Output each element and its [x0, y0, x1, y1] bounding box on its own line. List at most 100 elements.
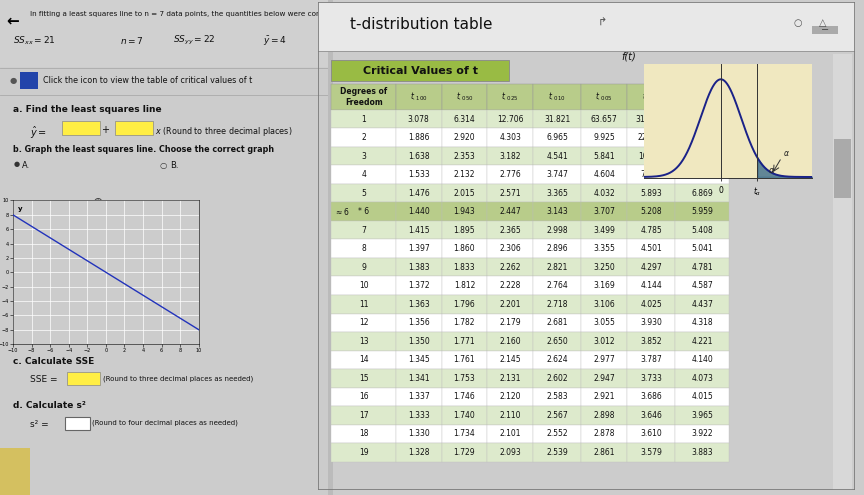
Text: 12: 12 [359, 318, 368, 327]
Text: 1.337: 1.337 [408, 393, 429, 401]
Text: 5.959: 5.959 [691, 207, 713, 216]
Bar [581, 425, 627, 443]
Text: 5: 5 [361, 189, 366, 198]
Text: 1.963: 1.963 [67, 123, 95, 132]
Bar [487, 332, 533, 350]
Text: 2.681: 2.681 [546, 318, 568, 327]
Text: ←: ← [7, 13, 19, 28]
Bar [533, 184, 581, 202]
Bar [442, 165, 487, 184]
Text: 5.841: 5.841 [594, 151, 615, 160]
Text: 3.930: 3.930 [640, 318, 662, 327]
Bar [20, 72, 38, 89]
Text: 5.208: 5.208 [640, 207, 662, 216]
Text: ▼: ▼ [839, 482, 845, 491]
Text: 1.746: 1.746 [454, 393, 475, 401]
Bar [396, 184, 442, 202]
Text: 3.922: 3.922 [691, 430, 713, 439]
Text: 1.638: 1.638 [408, 151, 429, 160]
Text: Click the icon to view the table of critical values of t: Click the icon to view the table of crit… [43, 76, 252, 85]
Bar [332, 350, 396, 369]
Bar [676, 147, 729, 165]
Text: c. Calculate SSE: c. Calculate SSE [13, 357, 94, 366]
Text: 5.893: 5.893 [640, 189, 662, 198]
Text: SSE =: SSE = [30, 375, 57, 384]
Text: 5.408: 5.408 [691, 226, 713, 235]
Bar [487, 443, 533, 462]
Bar [676, 295, 729, 313]
Text: 22.326: 22.326 [638, 133, 664, 142]
Text: 4.032: 4.032 [594, 189, 615, 198]
Text: 1.812: 1.812 [454, 281, 475, 290]
Bar [627, 406, 676, 425]
Bar [533, 240, 581, 258]
Text: 1.383: 1.383 [408, 263, 429, 272]
Text: 2.539: 2.539 [546, 448, 568, 457]
Text: −: − [821, 25, 829, 35]
Bar [581, 184, 627, 202]
Text: 3.883: 3.883 [691, 448, 713, 457]
Text: 2: 2 [361, 133, 366, 142]
Text: 2.306: 2.306 [499, 244, 521, 253]
Text: 2.132: 2.132 [454, 170, 475, 179]
Bar [533, 425, 581, 443]
Text: y: y [484, 206, 488, 212]
Bar [487, 350, 533, 369]
Text: ↺: ↺ [92, 258, 104, 271]
Text: 4.781: 4.781 [691, 263, 713, 272]
Bar [487, 369, 533, 388]
Text: Critical Values of t: Critical Values of t [363, 66, 478, 76]
Text: 1.753: 1.753 [454, 374, 475, 383]
Bar [396, 221, 442, 240]
Text: 4.541: 4.541 [546, 151, 568, 160]
Bar [442, 202, 487, 221]
Bar [676, 350, 729, 369]
Text: 17: 17 [359, 411, 368, 420]
Bar [676, 165, 729, 184]
Text: 1.734: 1.734 [454, 430, 475, 439]
Bar [487, 295, 533, 313]
Text: $t_{.010}$: $t_{.010}$ [549, 91, 566, 103]
Text: ○: ○ [794, 18, 802, 28]
Text: $t_{.050}$: $t_{.050}$ [455, 91, 473, 103]
Bar [627, 443, 676, 462]
Bar [833, 53, 852, 490]
Text: 4.144: 4.144 [640, 281, 662, 290]
Bar [318, 2, 855, 51]
Text: 1.397: 1.397 [408, 244, 429, 253]
Bar [396, 313, 442, 332]
Text: 2.101: 2.101 [499, 430, 521, 439]
Bar [676, 221, 729, 240]
Bar [61, 121, 99, 135]
Text: 1.440: 1.440 [408, 207, 429, 216]
Bar [442, 147, 487, 165]
Bar [487, 147, 533, 165]
Bar [676, 388, 729, 406]
Bar [396, 110, 442, 128]
Bar [327, 0, 333, 495]
Bar [581, 240, 627, 258]
Bar [834, 139, 850, 198]
Text: 1.328: 1.328 [408, 448, 429, 457]
Text: 2.898: 2.898 [594, 411, 615, 420]
Bar [442, 388, 487, 406]
Text: 2.131: 2.131 [499, 374, 521, 383]
Text: $\hat{y}=$: $\hat{y}=$ [30, 125, 47, 141]
Text: 1.740: 1.740 [454, 411, 475, 420]
Text: 3.169: 3.169 [594, 281, 615, 290]
Bar [581, 332, 627, 350]
Bar [396, 165, 442, 184]
Bar [487, 406, 533, 425]
Text: 1.372: 1.372 [408, 281, 429, 290]
Bar [115, 121, 153, 135]
Text: 10: 10 [359, 281, 368, 290]
Bar [487, 240, 533, 258]
Bar [332, 110, 396, 128]
Bar [487, 425, 533, 443]
Bar [676, 202, 729, 221]
Bar [627, 369, 676, 388]
Bar [676, 184, 729, 202]
Text: 2.447: 2.447 [499, 207, 521, 216]
Text: * 6: * 6 [358, 207, 369, 216]
Bar [627, 221, 676, 240]
